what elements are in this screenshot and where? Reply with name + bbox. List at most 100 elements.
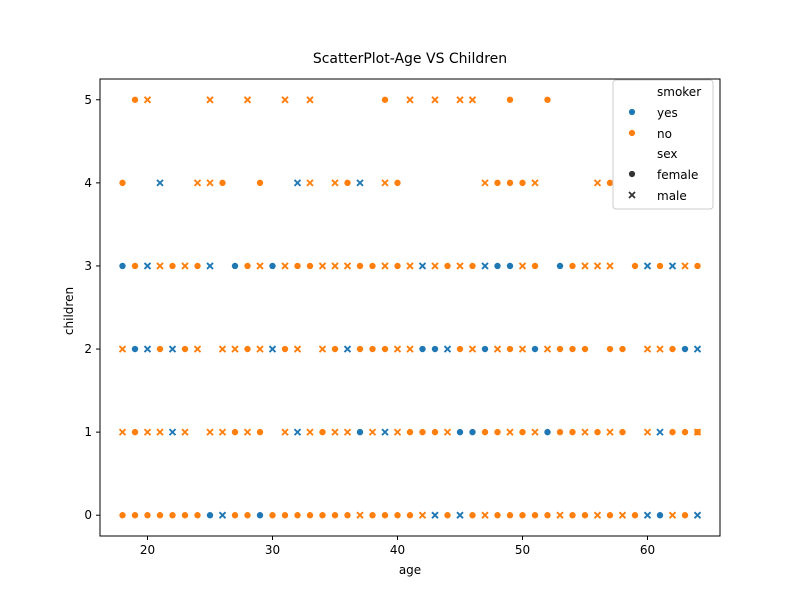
axes <box>99 78 721 537</box>
data-point <box>356 179 364 187</box>
data-point <box>493 261 502 270</box>
data-point <box>393 511 402 520</box>
y-axis-ticks: 0 1 2 3 4 5 <box>84 93 100 522</box>
data-point <box>668 428 677 437</box>
data-point <box>368 428 377 436</box>
legend-male-label: male <box>657 189 687 203</box>
data-point <box>243 345 252 354</box>
data-point <box>206 262 214 270</box>
data-point <box>343 262 352 270</box>
data-point <box>381 179 389 187</box>
data-point <box>693 428 702 436</box>
data-point <box>505 178 514 187</box>
chart-title: ScatterPlot-Age VS Children <box>313 51 507 67</box>
data-point <box>693 511 702 519</box>
data-point <box>593 511 602 519</box>
data-point <box>143 262 152 270</box>
data-point <box>418 428 427 437</box>
data-point <box>480 428 489 437</box>
data-point <box>681 511 690 520</box>
data-point <box>393 428 402 436</box>
data-point <box>355 428 364 437</box>
data-point <box>118 178 127 187</box>
data-point <box>531 261 540 270</box>
data-point <box>456 511 464 519</box>
data-point <box>531 179 539 187</box>
data-point <box>256 345 264 353</box>
data-point <box>243 428 252 436</box>
data-point <box>268 345 277 353</box>
data-point <box>306 428 314 436</box>
data-point <box>143 511 152 520</box>
data-point <box>406 345 414 353</box>
data-point <box>318 345 327 353</box>
data-point <box>506 428 514 436</box>
data-point <box>568 345 577 354</box>
data-point <box>118 261 127 270</box>
data-point <box>543 511 552 520</box>
data-point <box>355 345 364 354</box>
data-point <box>380 345 389 354</box>
data-point <box>468 511 477 520</box>
data-point <box>293 261 302 270</box>
data-point <box>318 428 327 437</box>
data-point <box>256 262 264 270</box>
data-point <box>493 428 502 437</box>
data-point <box>255 428 264 437</box>
data-point <box>518 262 527 270</box>
data-point <box>593 179 602 187</box>
data-point <box>393 178 402 187</box>
data-point <box>193 261 202 270</box>
data-point <box>330 345 339 354</box>
data-point <box>430 345 439 354</box>
data-point <box>318 511 327 520</box>
data-point <box>581 511 590 520</box>
data-point <box>180 511 189 520</box>
data-point <box>130 428 139 437</box>
data-point <box>681 345 690 354</box>
data-point <box>393 345 402 353</box>
data-point <box>556 428 565 437</box>
legend-box <box>612 79 714 210</box>
data-point <box>418 511 427 519</box>
data-point <box>305 511 314 520</box>
data-point <box>631 261 640 270</box>
x-tick-label: 60 <box>640 543 655 557</box>
data-point <box>456 96 464 104</box>
data-point <box>293 511 302 520</box>
data-point <box>343 511 352 520</box>
data-point <box>343 345 352 353</box>
y-tick-label: 5 <box>84 93 92 107</box>
data-point <box>418 262 427 270</box>
data-point <box>281 96 289 104</box>
data-point <box>431 96 439 104</box>
data-point <box>405 511 414 520</box>
data-point <box>243 96 252 104</box>
y-tick-label: 0 <box>84 508 92 522</box>
data-point <box>606 428 614 436</box>
data-point <box>593 262 602 270</box>
data-point <box>468 345 477 353</box>
data-point <box>293 428 302 436</box>
data-point <box>368 261 377 270</box>
data-point <box>681 428 690 437</box>
data-point <box>305 261 314 270</box>
data-point <box>568 511 577 520</box>
data-point <box>143 96 152 104</box>
data-point <box>493 178 502 187</box>
data-point <box>380 511 389 520</box>
legend-female-label: female <box>657 168 698 182</box>
data-point <box>656 428 664 436</box>
data-point <box>606 511 615 520</box>
data-point <box>531 428 539 436</box>
data-point <box>656 511 665 520</box>
data-point <box>306 96 314 104</box>
data-point <box>193 345 202 353</box>
data-point <box>381 262 389 270</box>
data-point <box>518 511 527 520</box>
data-point <box>581 345 590 354</box>
y-tick-label: 1 <box>84 425 92 439</box>
data-point <box>681 262 689 270</box>
data-point <box>518 428 527 437</box>
data-point <box>368 345 377 354</box>
